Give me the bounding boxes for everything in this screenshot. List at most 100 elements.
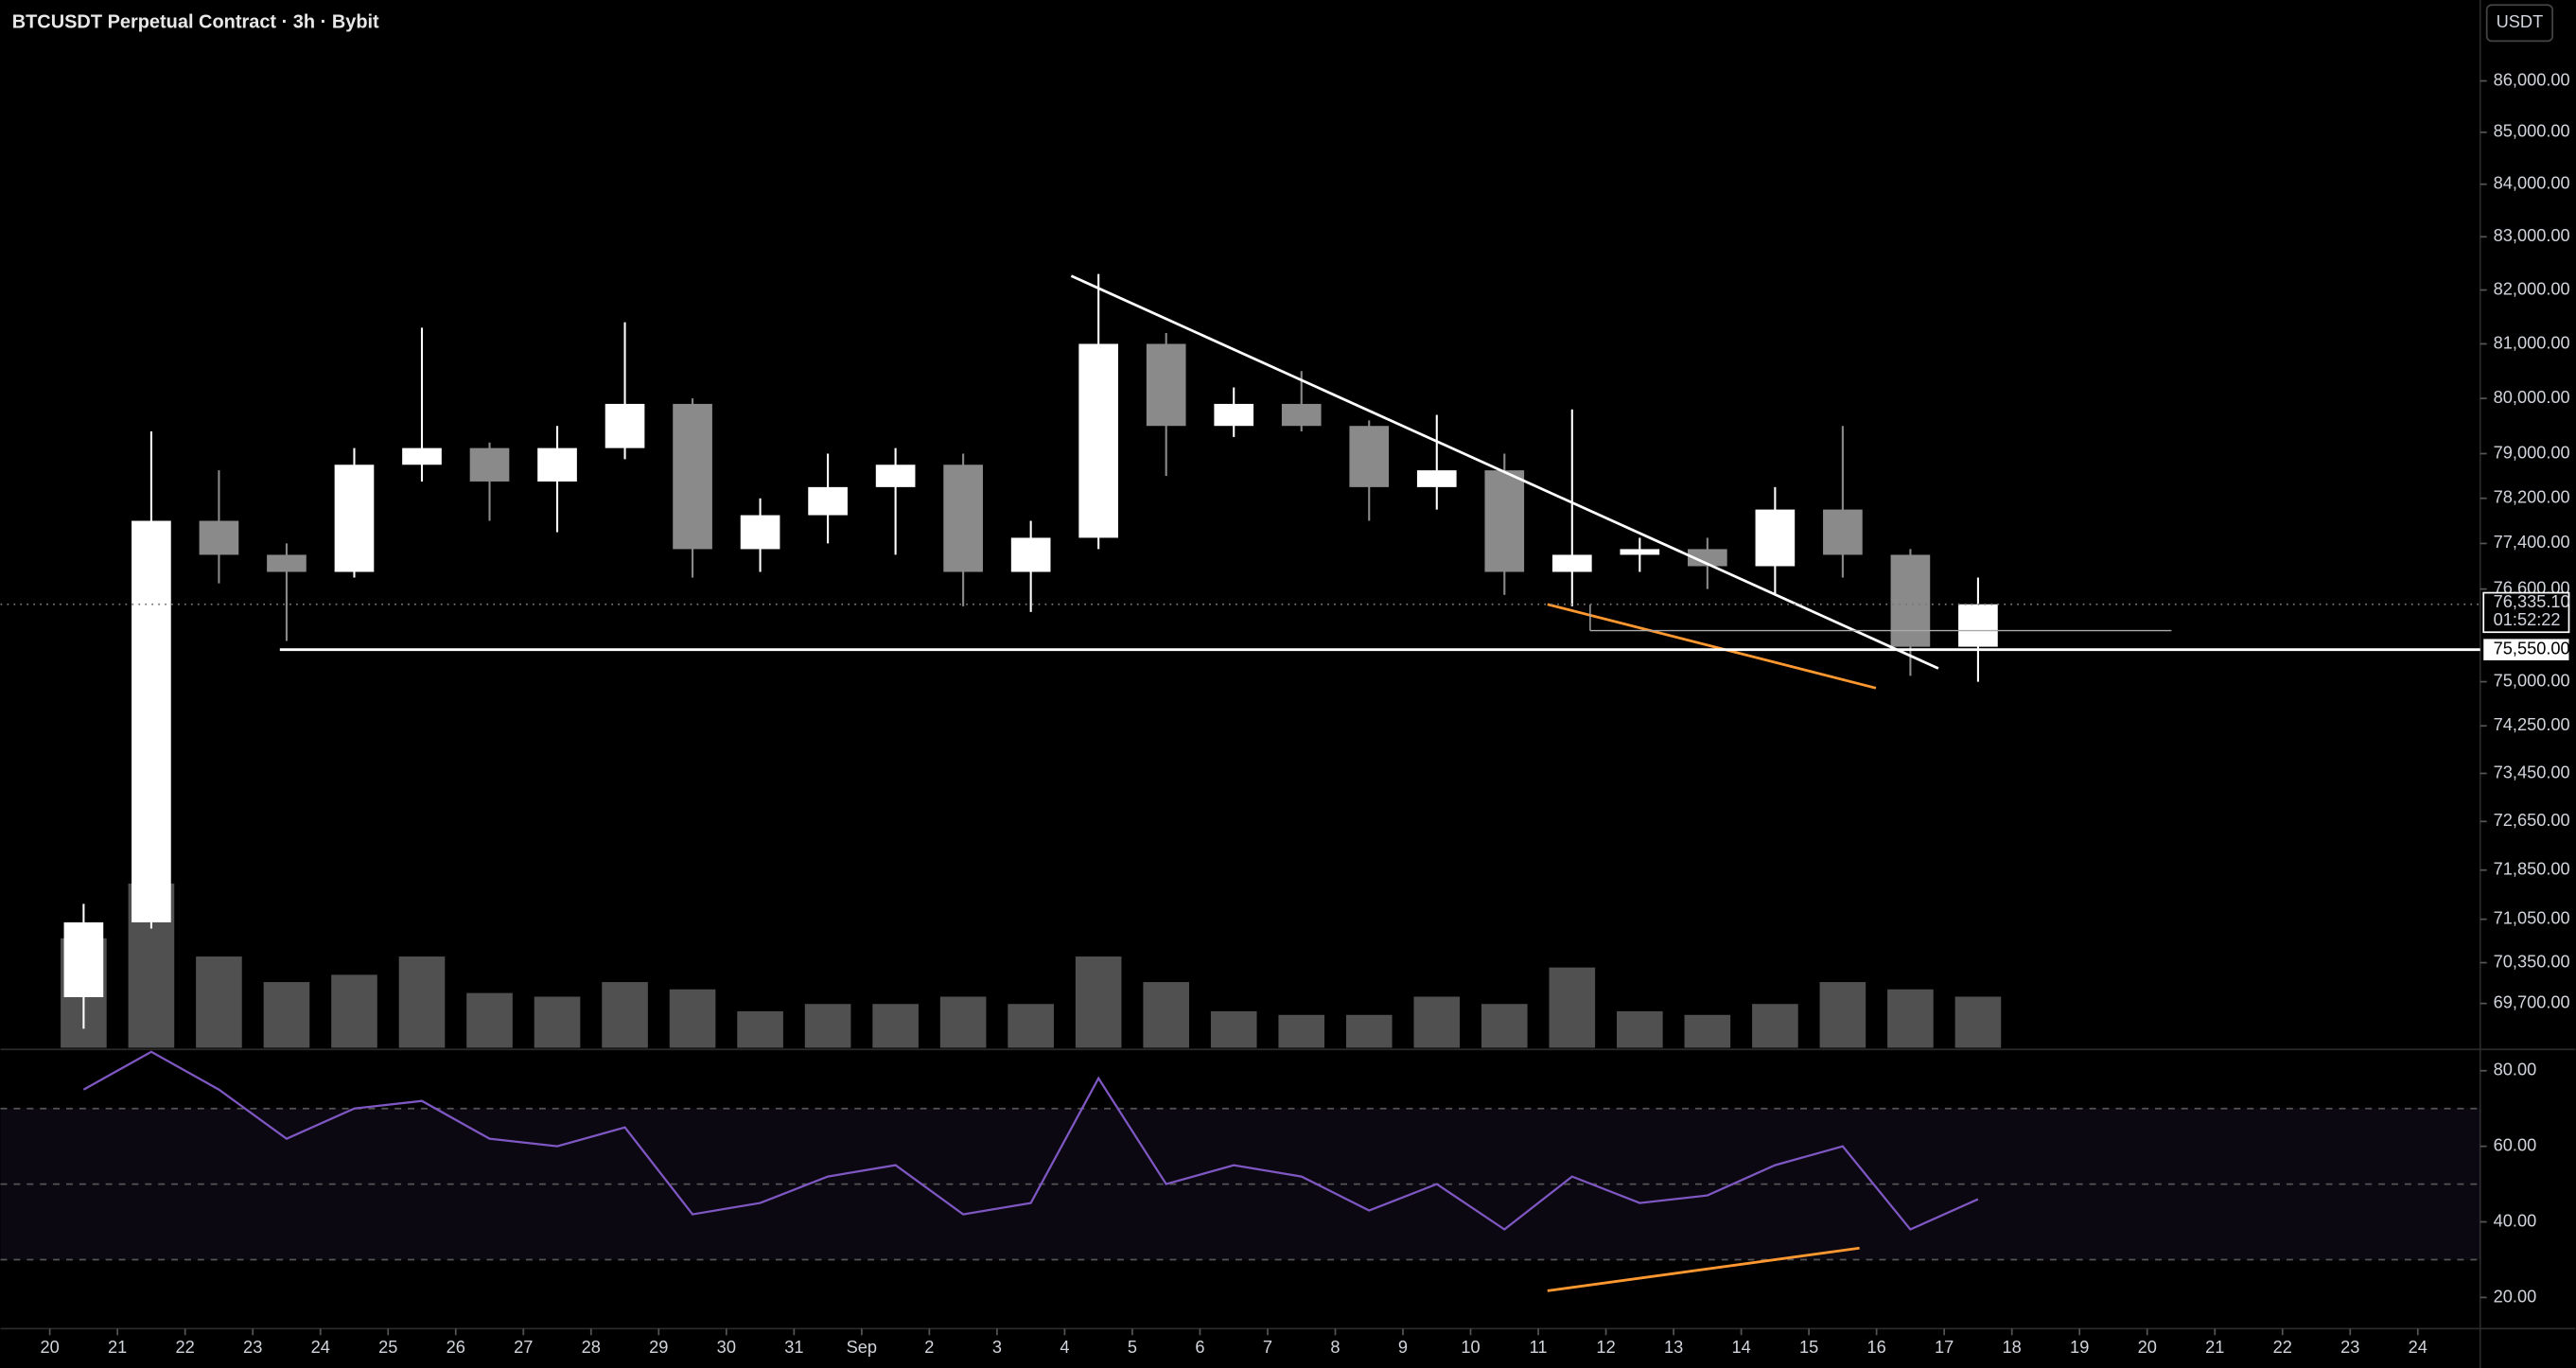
candle-body [267,554,307,572]
chart-title: BTCUSDT Perpetual Contract · 3h · Bybit [12,12,379,33]
countdown-label: 01:52:22 [2494,610,2561,629]
support-tag-label: 75,550.00 [2494,640,2570,658]
volume-bar [737,1010,783,1048]
currency-label[interactable]: USDT [2497,12,2544,31]
x-tick-label: 12 [1596,1338,1615,1357]
rsi-tick-label: 60.00 [2494,1135,2537,1154]
volume-bar [1752,1004,1798,1048]
volume-bar [1143,982,1189,1048]
volume-bar [1819,982,1866,1048]
x-tick-label: 21 [2205,1338,2224,1357]
y-tick-label: 82,000.00 [2494,279,2570,298]
x-tick-label: 25 [378,1338,397,1357]
support-tag [2483,639,2569,660]
rsi-tick-label: 80.00 [2494,1061,2537,1079]
x-tick-label: 27 [514,1338,533,1357]
candle-body [1416,470,1457,487]
x-tick-label: 5 [1128,1338,1137,1357]
candle-body [1214,403,1254,427]
volume-bar [263,982,310,1048]
candle-body [740,515,780,550]
x-tick-label: 23 [2340,1338,2359,1357]
candle-body [199,520,239,555]
x-tick-label: 20 [2138,1338,2157,1357]
x-tick-label: 7 [1263,1338,1272,1357]
x-tick-label: 23 [243,1338,262,1357]
volume-bar [1481,1004,1528,1048]
x-tick-label: 9 [1398,1338,1408,1357]
y-tick-label: 79,000.00 [2494,443,2570,462]
candle-body [1281,403,1322,427]
volume-bar [872,1004,919,1048]
candle-body [1078,343,1119,538]
x-tick-label: 3 [992,1338,1002,1357]
volume-bar [804,1004,851,1048]
volume-bar [669,989,716,1048]
candle-body [1146,343,1186,427]
candle-body [875,465,916,487]
x-tick-label: 10 [1461,1338,1480,1357]
drawings [1070,274,2172,1292]
x-tick-label: 31 [784,1338,803,1357]
volume-bar [939,996,987,1048]
currency-button[interactable] [2485,4,2554,43]
rsi-background [0,1050,2480,1261]
y-tick-label: 83,000.00 [2494,226,2570,245]
candle-body [1620,549,1660,555]
candle-body [402,447,442,465]
y-tick-label: 81,000.00 [2494,333,2570,352]
x-tick-label: 17 [1935,1338,1954,1357]
x-tick-label: 24 [2409,1338,2427,1357]
volume-bar [1684,1014,1731,1048]
x-tick-label: 20 [41,1338,60,1357]
x-tick-label: 4 [1060,1338,1069,1357]
x-tick-label: 29 [649,1338,668,1357]
volume-bar [1008,1004,1054,1048]
candle-body [1823,509,1863,555]
candle-body [605,403,645,448]
candle-body [1688,549,1727,567]
volume-bar [398,956,446,1048]
volume-bar [1887,989,1934,1048]
divergence-line [1547,603,1877,690]
x-tick-label: 16 [1867,1338,1886,1357]
x-tick-label: 24 [311,1338,330,1357]
candle-body [537,447,577,482]
candle-body [131,520,171,922]
volume-bar [1345,1014,1393,1048]
x-tick-label: 22 [176,1338,195,1357]
x-tick-label: 14 [1731,1338,1750,1357]
rsi-tick-label: 20.00 [2494,1287,2537,1306]
trend-line [1070,274,1939,670]
x-tick-label: 28 [582,1338,601,1357]
y-tick-label: 72,650.00 [2494,811,2570,830]
volume-bar [331,974,377,1048]
x-tick-label: 13 [1664,1338,1683,1357]
candle-layer [63,273,1998,1029]
volume-bar [602,982,648,1048]
candle-body [1890,554,1931,647]
candle-body [943,465,983,572]
volume-bar [1954,996,2002,1048]
volume-bar [534,996,581,1048]
y-tick-label: 73,450.00 [2494,763,2570,781]
rsi-divergence-line [1547,1246,1860,1292]
y-tick-label: 75,000.00 [2494,671,2570,690]
y-tick-label: 71,050.00 [2494,908,2570,927]
x-tick-label: 11 [1530,1338,1548,1357]
volume-bar [1210,1010,1257,1048]
candle-body [334,465,375,572]
candle-body [1958,604,1998,647]
rsi-tick-label: 40.00 [2494,1211,2537,1230]
candle-body [1010,537,1051,572]
x-tick-label: 30 [717,1338,736,1357]
volume-bar [1413,996,1461,1048]
x-tick-label: 6 [1195,1338,1204,1357]
y-tick-label: 71,850.00 [2494,860,2570,879]
x-tick-label: 18 [2003,1338,2022,1357]
y-tick-label: 70,350.00 [2494,952,2570,971]
y-tick-label: 77,400.00 [2494,533,2570,552]
